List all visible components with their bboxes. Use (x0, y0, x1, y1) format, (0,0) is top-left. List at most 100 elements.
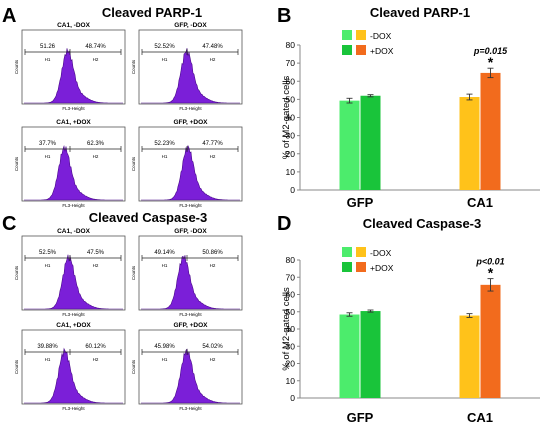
gate-h1-percent: 52.52% (154, 44, 175, 50)
y-tick-label: 20 (286, 149, 296, 159)
y-axis-label: % of M2-gated cells (281, 287, 292, 371)
y-tick-label: 60 (286, 290, 296, 300)
histogram-2: GFP, -DOX 52.52% 47.48% H1 H2 FL3-Height Count… (131, 22, 243, 111)
histogram-1: CA1, -DOX 51.26 48.74% H1 H2 FL3-Height Counts (14, 22, 126, 111)
bar (339, 100, 360, 190)
histogram-y-label: Counts (131, 265, 136, 280)
histogram-title: CA1, -DOX (57, 22, 91, 29)
histogram-curve (141, 48, 240, 104)
y-tick-label: 80 (286, 255, 296, 265)
legend-swatch-gfp-minus (342, 30, 352, 40)
gate-h2-percent: 48.74% (85, 44, 106, 50)
gate-h2-percent: 47.77% (202, 141, 223, 147)
bar-chart-b: 0 10 20 30 40 50 60 70 80 % of M2-gated cells GFP C… (281, 30, 540, 210)
gate-h2-label: H2 (93, 357, 99, 362)
category-label: GFP (347, 410, 374, 425)
legend-swatch-gfp-plus (342, 45, 352, 55)
histogram-title: GFP, +DOX (173, 322, 208, 329)
histogram-title: CA1, +DOX (56, 322, 91, 329)
histogram-x-label: FL3-Height (62, 312, 85, 317)
y-tick-label: 40 (286, 113, 296, 123)
gate-h1-percent: 49.14% (154, 250, 175, 256)
y-tick-label: 50 (286, 94, 296, 104)
y-tick-label: 0 (290, 185, 295, 195)
bar-chart-layer: 0 10 20 30 40 50 60 70 80 % of M2-gated cells GFP C… (281, 30, 540, 425)
gate-h2-percent: 60.12% (85, 344, 106, 350)
histogram-8: GFP, +DOX 45.98% 54.02% H1 H2 FL3-Height Count… (131, 322, 243, 411)
flow-histogram-layer: CA1, -DOX 51.26 48.74% H1 H2 FL3-Height Counts… (14, 22, 243, 411)
bar (459, 315, 480, 398)
gate-h1-label: H1 (162, 57, 168, 62)
panel-title-d: Cleaved Caspase-3 (363, 216, 482, 231)
panel-title-c: Cleaved Caspase-3 (89, 210, 208, 225)
p-value-annotation: p<0.01 (475, 257, 504, 267)
y-tick-label: 40 (286, 324, 296, 334)
bar (360, 311, 381, 398)
gate-h1-percent: 39.88% (37, 344, 58, 350)
histogram-4: GFP, +DOX 52.23% 47.77% H1 H2 FL3-Height Count… (131, 119, 243, 208)
gate-h2-percent: 47.5% (87, 250, 105, 256)
histogram-curve (141, 255, 240, 310)
histogram-curve (24, 254, 123, 310)
legend-swatch-ca1-minus (356, 247, 366, 257)
p-value-annotation: p=0.015 (473, 46, 508, 56)
gate-h2-percent: 47.48% (202, 44, 223, 50)
gate-h2-label: H2 (210, 154, 216, 159)
histogram-title: CA1, -DOX (57, 228, 91, 235)
y-tick-label: 30 (286, 131, 296, 141)
gate-h1-label: H1 (162, 263, 168, 268)
gate-h2-percent: 62.3% (87, 141, 105, 147)
y-tick-label: 50 (286, 307, 296, 317)
panel-letter-b: B (277, 5, 291, 27)
gate-h1-label: H1 (45, 263, 51, 268)
y-tick-label: 10 (286, 376, 296, 386)
gate-h2-label: H2 (210, 357, 216, 362)
histogram-y-label: Counts (131, 156, 136, 171)
gate-h2-label: H2 (93, 154, 99, 159)
histogram-x-label: FL3-Height (179, 406, 202, 411)
histogram-7: CA1, +DOX 39.88% 60.12% H1 H2 FL3-Height Count… (14, 322, 126, 411)
histogram-x-label: FL3-Height (62, 106, 85, 111)
y-tick-label: 60 (286, 76, 296, 86)
y-axis-label: % of M2-gated cells (281, 76, 292, 160)
histogram-curve (141, 348, 240, 404)
significance-star: * (488, 54, 494, 70)
histogram-6: GFP, -DOX 49.14% 50.86% H1 H2 FL3-Height Count… (131, 228, 243, 317)
bar-chart-d: 0 10 20 30 40 50 60 70 80 % of M2-gated cells GFP C… (281, 247, 540, 425)
histogram-y-label: Counts (14, 156, 19, 171)
gate-h1-label: H1 (162, 154, 168, 159)
gate-h1-percent: 45.98% (154, 344, 175, 350)
histogram-x-label: FL3-Height (62, 406, 85, 411)
category-label: CA1 (467, 195, 493, 210)
histogram-x-label: FL3-Height (179, 203, 202, 208)
y-tick-label: 80 (286, 40, 296, 50)
legend-swatch-ca1-plus (356, 45, 366, 55)
gate-h2-label: H2 (210, 263, 216, 268)
panel-letter-c: C (2, 213, 16, 235)
histogram-y-label: Counts (131, 59, 136, 74)
gate-h2-percent: 50.86% (202, 250, 223, 256)
legend-swatch-gfp-minus (342, 247, 352, 257)
histogram-x-label: FL3-Height (179, 106, 202, 111)
histogram-title: GFP, +DOX (173, 119, 208, 126)
histogram-curve (24, 48, 123, 104)
histogram-x-label: FL3-Height (179, 312, 202, 317)
histogram-curve (24, 347, 123, 404)
histogram-5: CA1, -DOX 52.5% 47.5% H1 H2 FL3-Height Counts (14, 228, 126, 317)
gate-h1-percent: 51.26 (40, 44, 56, 50)
legend-swatch-ca1-plus (356, 262, 366, 272)
histogram-y-label: Counts (131, 359, 136, 374)
panel-letter-d: D (277, 213, 291, 235)
bar (360, 95, 381, 190)
histogram-title: GFP, -DOX (174, 228, 207, 235)
gate-h1-percent: 37.7% (39, 141, 57, 147)
legend-swatch-ca1-minus (356, 30, 366, 40)
histogram-curve (24, 144, 123, 201)
histogram-y-label: Counts (14, 359, 19, 374)
histogram-title: CA1, +DOX (56, 119, 91, 126)
legend-label-plus: +DOX (370, 46, 394, 56)
gate-h1-label: H1 (45, 154, 51, 159)
legend-swatch-gfp-plus (342, 262, 352, 272)
histogram-title: GFP, -DOX (174, 22, 207, 29)
